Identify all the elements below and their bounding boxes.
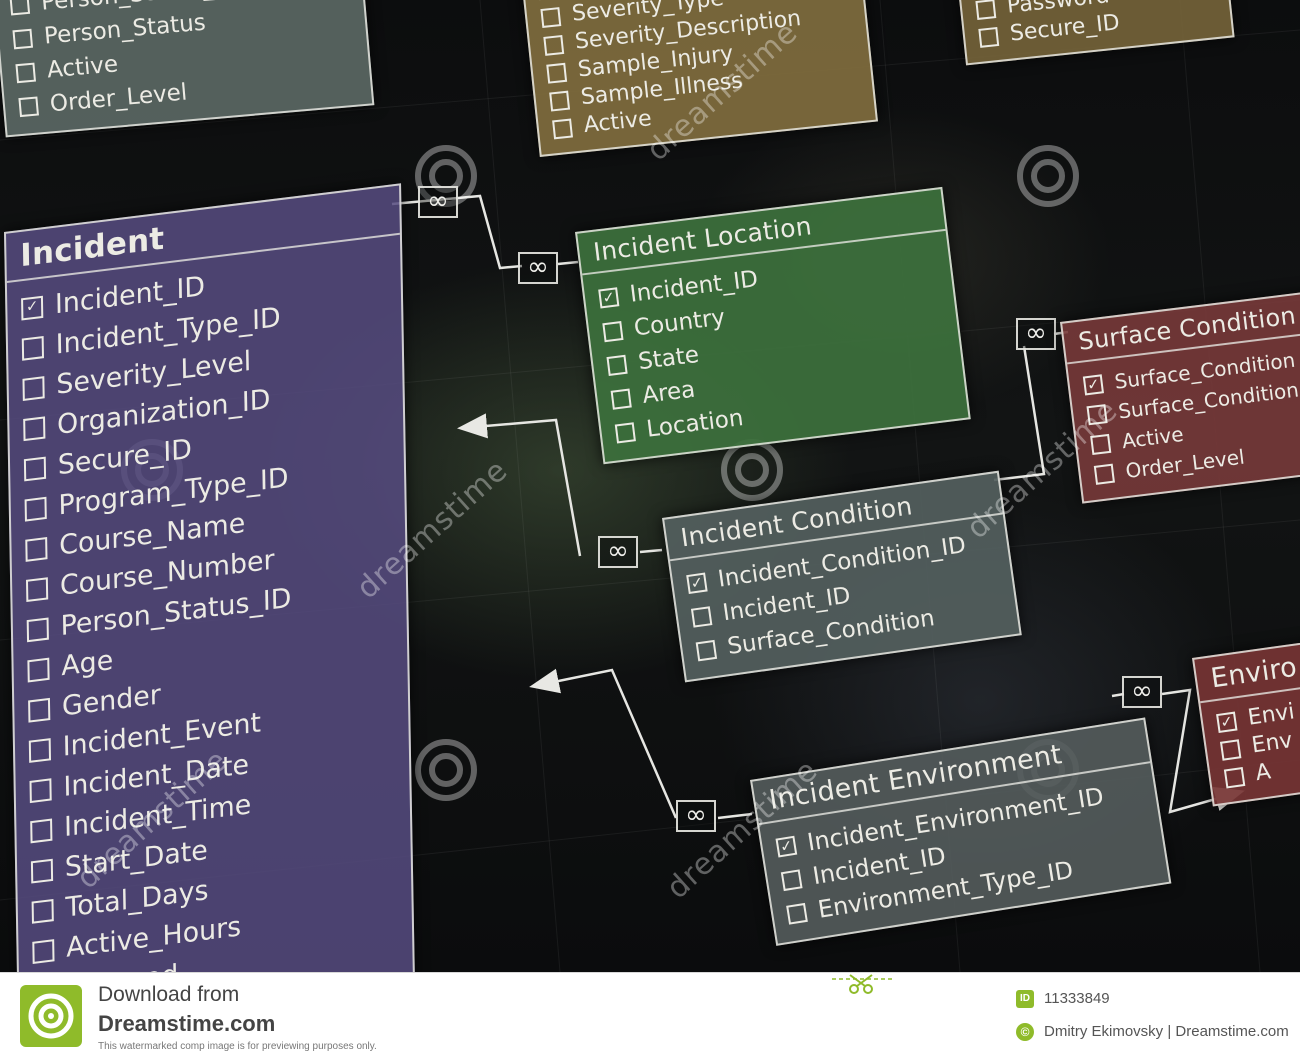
checkbox-icon xyxy=(975,0,997,20)
infinity-icon: ∞ xyxy=(685,800,707,830)
checkbox-icon xyxy=(30,818,53,844)
image-id: 11333849 xyxy=(1044,990,1110,1007)
checkbox-icon xyxy=(31,898,54,924)
field-label: Age xyxy=(61,644,114,683)
field-label: Active xyxy=(582,106,653,139)
checkbox-icon xyxy=(28,738,52,763)
checkbox-icon xyxy=(23,416,46,442)
checked-checkbox-icon: ✓ xyxy=(775,835,798,858)
checkbox-icon xyxy=(1223,766,1246,788)
connector-incident-top: ∞ xyxy=(418,186,458,218)
checkbox-icon xyxy=(602,320,624,342)
download-from-text: Download from xyxy=(98,983,240,1006)
footer-strip: Download from Dreamstime.com This waterm… xyxy=(0,972,1300,1062)
checkbox-icon xyxy=(786,902,808,925)
checkbox-icon xyxy=(29,778,52,804)
connector-condition: ∞ xyxy=(598,536,638,568)
checked-checkbox-icon: ✓ xyxy=(1215,711,1238,733)
checkbox-icon xyxy=(543,34,565,56)
connector-environment: ∞ xyxy=(676,800,716,832)
connector-location: ∞ xyxy=(518,252,558,284)
checkbox-icon xyxy=(32,939,55,964)
checkbox-icon xyxy=(26,617,49,643)
checkbox-icon xyxy=(614,421,636,443)
infinity-icon: ∞ xyxy=(1131,676,1153,706)
dreamstime-logo-icon xyxy=(20,985,82,1047)
checkbox-icon xyxy=(9,0,31,15)
infinity-icon: ∞ xyxy=(607,536,629,566)
checkbox-icon xyxy=(610,388,632,410)
checkbox-icon xyxy=(18,95,39,117)
checkbox-icon xyxy=(540,6,562,28)
checkbox-icon xyxy=(23,456,47,482)
checkbox-icon xyxy=(27,657,50,683)
checkbox-icon xyxy=(25,537,48,562)
checked-checkbox-icon: ✓ xyxy=(598,286,620,308)
checkbox-icon xyxy=(695,639,718,661)
infinity-icon: ∞ xyxy=(527,252,549,282)
checkbox-icon xyxy=(25,577,49,603)
checked-checkbox-icon: ✓ xyxy=(686,572,708,594)
connector-surface: ∞ xyxy=(1016,318,1056,350)
copyright-icon: © xyxy=(1016,1023,1034,1041)
checkbox-icon xyxy=(15,62,36,83)
checkbox-icon xyxy=(21,335,44,361)
checkbox-icon xyxy=(690,605,713,628)
er-diagram-photo: ∞ ∞ ∞ ∞ ∞ ∞ Person_Status_IDPerson_Statu… xyxy=(0,0,1300,972)
table-fields: ✓ Incident_ID Incident_Type_ID Severity_Lev… xyxy=(7,235,413,972)
checkbox-icon xyxy=(1219,738,1242,761)
site-name[interactable]: Dreamstime.com xyxy=(98,1011,276,1036)
checkbox-icon xyxy=(24,496,47,522)
field-label: Env xyxy=(1250,727,1295,759)
table-environment: Enviro ✓ Envi Env A xyxy=(1192,630,1300,807)
field-label: A xyxy=(1253,759,1273,787)
checkbox-icon xyxy=(30,858,54,884)
scissors-icon xyxy=(832,974,892,994)
checkbox-icon xyxy=(606,354,628,376)
author-credit: Dmitry Ekimovsky | Dreamstime.com xyxy=(1044,1023,1289,1040)
connector-env2: ∞ xyxy=(1122,676,1162,708)
id-badge: ID xyxy=(1016,990,1034,1008)
checkbox-icon xyxy=(549,90,571,112)
checkbox-icon xyxy=(780,868,803,891)
checked-checkbox-icon: ✓ xyxy=(21,295,44,321)
checkbox-icon xyxy=(12,28,34,49)
infinity-icon: ∞ xyxy=(427,186,449,216)
checkbox-icon xyxy=(1093,463,1115,485)
checkbox-icon xyxy=(552,117,573,139)
checkbox-icon xyxy=(546,62,568,84)
table-incident-location: Incident Location ✓ Incident_ID Country Sta… xyxy=(575,186,971,465)
watermark-notice: This watermarked comp image is for previ… xyxy=(98,1041,377,1052)
checkbox-icon xyxy=(978,26,1000,48)
checkbox-icon xyxy=(28,697,51,723)
infinity-icon: ∞ xyxy=(1025,318,1047,348)
checkbox-icon xyxy=(22,376,45,401)
